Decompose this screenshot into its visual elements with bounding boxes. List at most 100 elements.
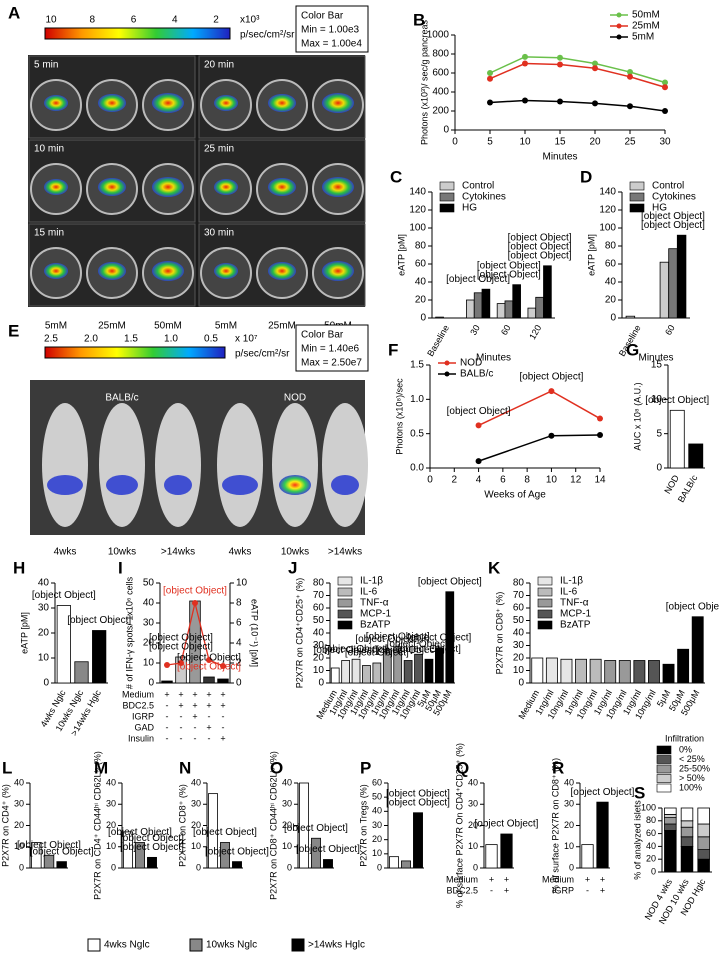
signal: [322, 261, 354, 281]
point: [557, 98, 563, 105]
condition-label: Medium: [446, 874, 478, 884]
point: [662, 79, 668, 86]
y-tick-label: 15: [651, 360, 663, 371]
condition-mark: -: [180, 722, 183, 732]
condition-mark: +: [220, 689, 225, 699]
x-tick-label: 10: [546, 475, 558, 486]
y-tick-label: 10: [651, 394, 663, 405]
condition-mark: +: [206, 700, 211, 710]
significance: [object Object]: [205, 846, 269, 857]
signal: [164, 475, 192, 495]
bar: [401, 860, 411, 869]
y-tick-label: 10: [143, 658, 155, 669]
legend-label: 4wks Nglc: [104, 940, 150, 951]
bar: [677, 648, 690, 684]
y2-tick-label: 4: [236, 638, 242, 649]
y-axis-label: P2X7R on CD8⁺ CD44ʰⁱ CD62Lˡᵒ (%): [268, 751, 278, 900]
significance: [object Object]: [641, 211, 705, 222]
color-bar-text: Max = 2.50e7: [301, 358, 362, 369]
legend-label: BALB/c: [460, 369, 493, 380]
y-tick-label: 100: [409, 223, 426, 234]
condition-mark: +: [192, 711, 197, 721]
significance: [object Object]: [407, 633, 471, 644]
y-tick-label: 800: [432, 49, 449, 60]
y-tick-label: 120: [409, 205, 426, 216]
signal: [214, 179, 238, 195]
legend-swatch: [189, 938, 203, 952]
scale-label: 10: [45, 15, 57, 26]
legend-swatch: [337, 609, 353, 619]
column-label: 4wks: [229, 547, 252, 558]
y-axis-label: # of IFN-γ spots/ 1x10⁶ cells: [124, 576, 134, 689]
x-tick-label: 25: [624, 137, 636, 148]
condition-mark: -: [166, 733, 169, 743]
significance: [object Object]: [475, 819, 539, 830]
y-tick-label: 70: [513, 590, 525, 601]
y-tick-label: 50: [372, 792, 382, 802]
y-axis-label: P2X7R on CD4⁺ CD44ʰⁱ CD62Lˡᵒ (%): [92, 751, 102, 900]
legend-label: MCP-1: [560, 609, 592, 620]
condition-mark: -: [194, 722, 197, 732]
y-axis-label: P2X7R on CD4⁺CD25⁺ (%): [294, 578, 304, 689]
y-tick-label: 140: [599, 187, 616, 198]
x-tick-label: Baseline: [425, 323, 451, 358]
y-tick-label: 120: [599, 205, 616, 216]
significance: [object Object]: [163, 586, 227, 597]
point: [164, 662, 170, 668]
condition-label: IGRP: [552, 885, 574, 895]
bar: [697, 849, 710, 860]
legend-swatch: [439, 192, 455, 202]
bar: [56, 605, 71, 684]
condition-mark: +: [504, 885, 509, 895]
bar: [217, 678, 229, 684]
legend-swatch: [656, 755, 672, 764]
bar: [545, 657, 558, 684]
line: [489, 99, 666, 112]
legend-swatch: [656, 745, 672, 755]
y-tick-label: 0: [656, 463, 662, 474]
bar: [203, 676, 215, 684]
scale-label: 2.0: [84, 334, 98, 345]
significance: [object Object]: [645, 395, 709, 406]
condition-mark: +: [600, 874, 605, 884]
panel-label: C: [390, 167, 402, 186]
y-tick-label: 140: [409, 187, 426, 198]
scale-label: 1.0: [164, 334, 178, 345]
y-tick-label: 60: [513, 603, 525, 614]
y2-tick-label: 10: [236, 578, 248, 589]
bar: [664, 817, 677, 825]
column-label: >14wks: [161, 547, 195, 558]
y-tick-label: 400: [432, 87, 449, 98]
bar: [147, 856, 157, 869]
y-tick-label: 60: [415, 259, 427, 270]
panel-label: B: [413, 10, 425, 29]
column-label: 5mM: [215, 321, 237, 332]
y-tick-label: 60: [646, 828, 656, 838]
bar: [481, 288, 491, 319]
legend-swatch: [616, 12, 622, 18]
y-tick-label: 0: [610, 313, 616, 324]
condition-mark: +: [164, 689, 169, 699]
bar: [92, 630, 107, 684]
column-label: 50mM: [154, 321, 182, 332]
panel-label: G: [626, 340, 639, 359]
legend-label: IL-1β: [360, 576, 383, 587]
panel-label: R: [552, 758, 564, 777]
y-tick-label: 30: [372, 820, 382, 830]
x-tick-label: 60: [663, 323, 677, 337]
bar: [56, 861, 67, 869]
legend-label: MCP-1: [360, 609, 392, 620]
color-bar-text: Color Bar: [301, 330, 344, 341]
y-tick-label: 40: [38, 578, 50, 589]
y-tick-label: 20: [564, 820, 574, 830]
x-tick-label: 20: [589, 137, 601, 148]
condition-mark: -: [166, 722, 169, 732]
signal: [222, 475, 258, 495]
bar: [135, 842, 145, 869]
y-tick-label: 40: [513, 628, 525, 639]
y-tick-label: 0: [111, 862, 116, 872]
panel-label: L: [2, 758, 12, 777]
line: [489, 62, 666, 88]
y-tick-label: 30: [513, 640, 525, 651]
scale-label: 8: [89, 15, 95, 26]
